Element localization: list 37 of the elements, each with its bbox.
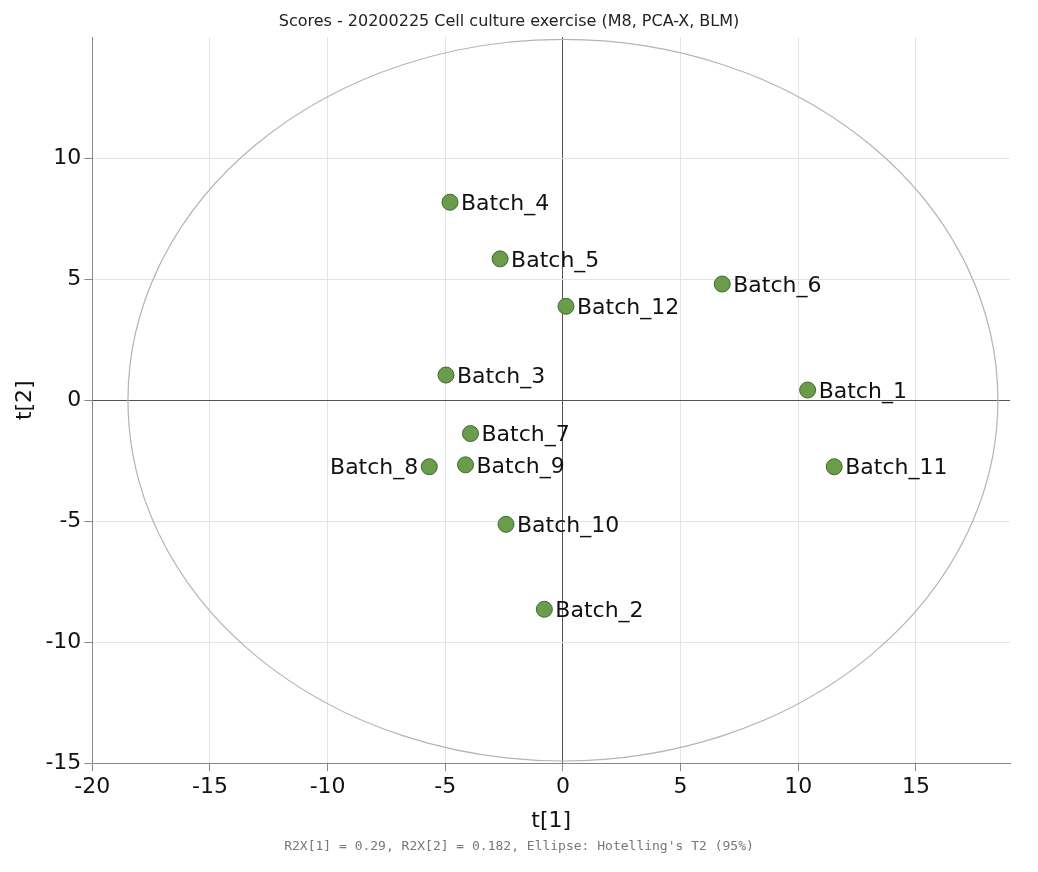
annotation: Batch_12 — [576, 294, 680, 321]
point — [441, 193, 459, 211]
x-tick-label: -15 — [192, 773, 228, 799]
point — [457, 456, 475, 474]
x-tick-label: 5 — [673, 773, 688, 799]
x-tick-label: 0 — [555, 773, 570, 799]
point — [825, 458, 843, 476]
point — [713, 275, 731, 293]
y-tick-label: 10 — [53, 143, 82, 169]
point — [497, 515, 515, 533]
x-axis-title: t[1] — [531, 806, 572, 832]
point — [491, 250, 509, 268]
x-tick-label: -5 — [434, 773, 457, 799]
x-tick-label: -10 — [309, 773, 346, 799]
annotation: Batch_6 — [733, 271, 822, 298]
annotation: Batch_3 — [456, 362, 546, 389]
point — [557, 297, 575, 315]
point — [461, 425, 479, 443]
y-tick-label: 5 — [67, 264, 82, 290]
x-tick-label: 10 — [784, 773, 813, 799]
y-axis-title: t[2] — [10, 380, 36, 421]
point — [420, 458, 438, 476]
y-tick-label: 0 — [67, 385, 82, 411]
text: R2X[1] = 0.29, R2X[2] = 0.182, Ellipse: Hotelling's T2 (95%) — [283, 838, 755, 853]
y-tick-label: -15 — [45, 748, 82, 774]
x-tick-label: -20 — [74, 773, 111, 799]
annotation: Batch_8 — [330, 454, 419, 481]
annotation: Batch_4 — [460, 189, 550, 216]
point — [535, 600, 553, 618]
point — [799, 381, 817, 399]
y-tick-label: -10 — [45, 627, 82, 653]
x-tick-label: 15 — [901, 773, 930, 799]
annotation: Batch_1 — [818, 377, 907, 404]
point — [437, 366, 455, 384]
y-tick-label: -5 — [59, 506, 82, 532]
annotation: Batch_11 — [845, 454, 948, 481]
chart-title: Scores - 20200225 Cell culture exercise (M8, PCA-X, BLM) — [278, 10, 740, 30]
